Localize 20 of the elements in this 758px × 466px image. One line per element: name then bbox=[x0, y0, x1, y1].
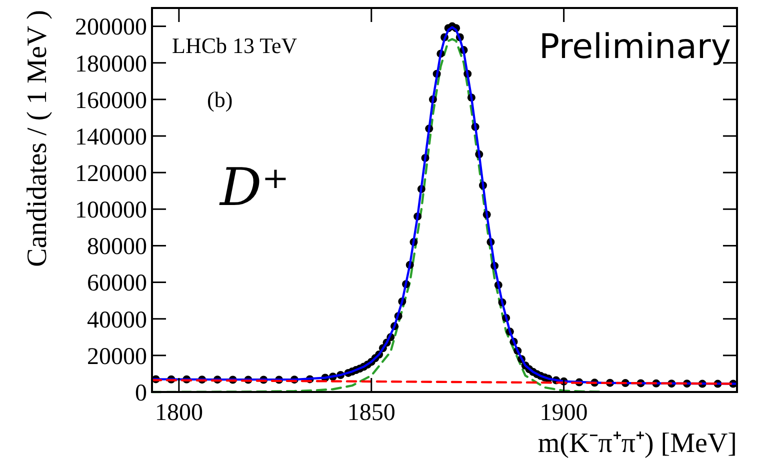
y-tick-label: 140000 bbox=[75, 124, 147, 150]
y-tick-label: 180000 bbox=[75, 51, 147, 78]
y-axis-title: Candidates / ( 1 MeV ) bbox=[22, 10, 53, 267]
y-tick-label: 200000 bbox=[75, 14, 147, 41]
y-tick-label: 60000 bbox=[87, 270, 147, 297]
x-tick-label: 1800 bbox=[154, 400, 203, 426]
annotation: LHCb 13 TeV bbox=[172, 33, 298, 58]
x-axis-title: m(K⁻π⁺π⁺) [MeV] bbox=[538, 428, 737, 459]
y-tick-label: 80000 bbox=[87, 234, 147, 260]
y-tick-label: 20000 bbox=[87, 344, 147, 370]
y-tick-label: 120000 bbox=[75, 160, 147, 187]
annotation: D⁺ bbox=[219, 158, 290, 218]
annotation: (b) bbox=[207, 87, 233, 112]
x-tick-label: 1900 bbox=[540, 400, 588, 426]
y-tick-label: 0 bbox=[135, 380, 147, 406]
y-tick-label: 100000 bbox=[75, 198, 147, 224]
x-tick-label: 1850 bbox=[347, 400, 396, 426]
annotation: Preliminary bbox=[539, 27, 731, 67]
y-tick-label: 160000 bbox=[75, 88, 147, 114]
y-tick-label: 40000 bbox=[87, 307, 147, 334]
